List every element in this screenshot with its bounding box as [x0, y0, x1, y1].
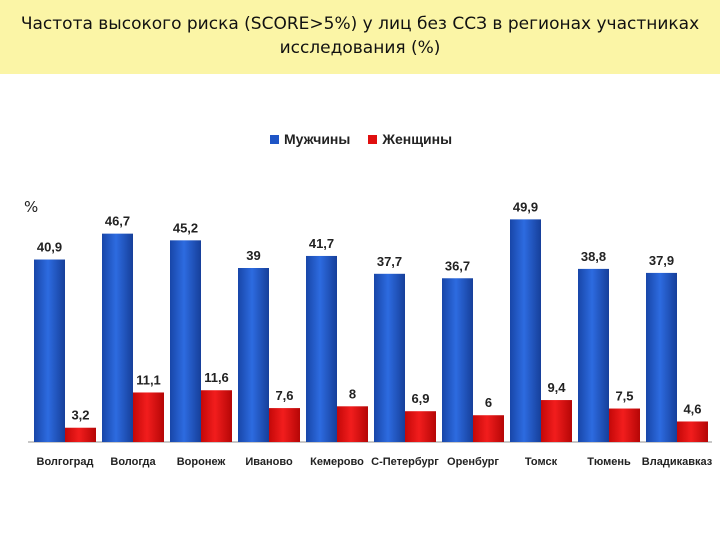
- bar-men: [510, 219, 541, 442]
- legend-swatch-women: [368, 134, 378, 144]
- bar-women: [65, 427, 96, 442]
- legend-label-men: Мужчины: [284, 131, 351, 147]
- data-label: 6: [485, 395, 492, 410]
- x-tick-label: Тюмень: [587, 456, 631, 468]
- x-tick-label: Вологда: [110, 456, 156, 468]
- bar-women: [337, 406, 368, 442]
- data-label: 6,9: [411, 391, 429, 406]
- x-tick-label: С-Петербург: [371, 456, 439, 468]
- legend-label-women: Женщины: [382, 131, 453, 147]
- data-label: 9,4: [547, 380, 566, 395]
- x-tick-label: Кемерово: [310, 456, 364, 468]
- title-band: Частота высокого риска (SCORE>5%) у лиц …: [0, 0, 720, 74]
- bar-men: [442, 278, 473, 442]
- data-label: 41,7: [309, 236, 334, 251]
- legend: Мужчины Женщины: [270, 131, 470, 147]
- data-label: 38,8: [581, 249, 606, 264]
- bar-women: [609, 408, 640, 442]
- bar-men: [306, 255, 337, 442]
- bar-women: [677, 421, 708, 442]
- data-label: 37,9: [649, 253, 674, 268]
- chart-title: Частота высокого риска (SCORE>5%) у лиц …: [20, 14, 700, 58]
- bar-women: [201, 390, 232, 442]
- data-label: 11,6: [204, 370, 229, 385]
- legend-item-women: Женщины: [368, 131, 452, 147]
- bar-women: [541, 400, 572, 442]
- bar-men: [102, 233, 133, 442]
- x-tick-label: Иваново: [245, 456, 293, 468]
- data-label: 45,2: [173, 220, 198, 235]
- data-label: 7,6: [275, 388, 293, 403]
- bar-men: [646, 272, 677, 442]
- data-label: 37,7: [377, 254, 402, 269]
- bar-men: [374, 273, 405, 442]
- bar-chart: 40,9 3,2 Волгоград 46,7 11,1 Вологда 45,2 11,6 В…: [28, 199, 713, 468]
- bar-women: [269, 408, 300, 442]
- bar-men: [34, 259, 65, 442]
- x-tick-label: Томск: [525, 456, 558, 468]
- data-label: 36,7: [445, 258, 470, 273]
- bar-men: [170, 240, 201, 442]
- bar-women: [473, 415, 504, 442]
- y-unit-label: %: [24, 198, 39, 216]
- data-label: 7,5: [615, 389, 633, 404]
- bar-women: [405, 411, 436, 442]
- data-label: 40,9: [37, 240, 62, 255]
- data-label: 8: [349, 386, 356, 401]
- data-label: 4,6: [683, 401, 701, 416]
- data-label: 46,7: [105, 214, 130, 229]
- x-tick-label: Владикавказ: [642, 456, 713, 468]
- data-label: 3,2: [71, 408, 89, 423]
- x-tick-label: Оренбург: [447, 456, 499, 468]
- x-tick-label: Волгоград: [37, 456, 94, 468]
- x-tick-label: Воронеж: [177, 456, 226, 468]
- data-label: 11,1: [136, 372, 161, 387]
- legend-swatch-men: [270, 134, 279, 144]
- legend-item-men: Мужчины: [270, 131, 350, 147]
- data-label: 39: [246, 248, 260, 263]
- bar-women: [133, 392, 164, 442]
- bar-men: [238, 268, 269, 442]
- bar-men: [578, 268, 609, 442]
- data-label: 49,9: [513, 199, 538, 214]
